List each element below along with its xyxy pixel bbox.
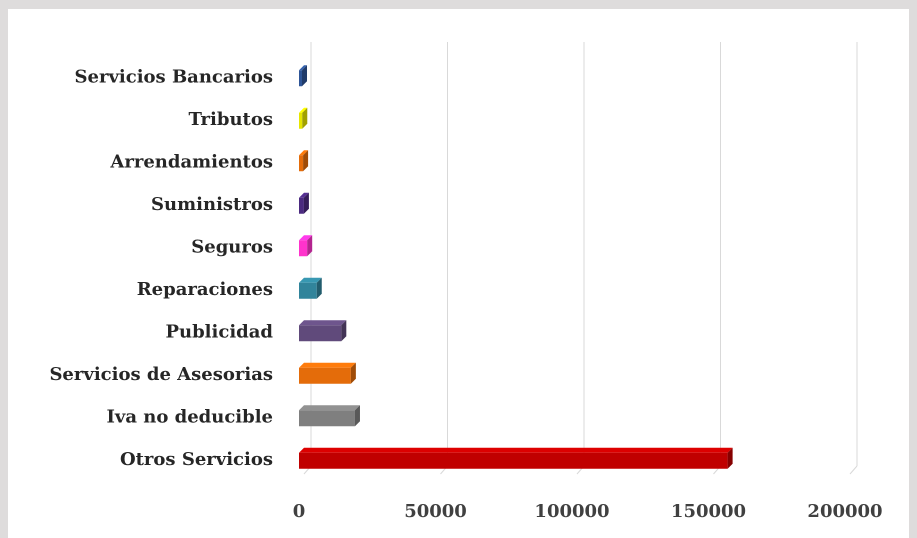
category-label: Iva no deducible — [106, 406, 273, 427]
gridlines — [303, 42, 858, 475]
x-tick-labels: 0 50000 100000 150000 200000 — [293, 501, 883, 522]
category-label: Reparaciones — [137, 279, 273, 300]
bar-3 — [299, 320, 347, 342]
x-tick-label: 0 — [293, 501, 306, 522]
bar-6 — [299, 192, 309, 214]
bar-4 — [299, 277, 322, 299]
x-tick-label: 150000 — [671, 501, 746, 522]
bar-0 — [299, 447, 733, 469]
bar-9 — [299, 65, 308, 87]
gridline-floor-4 — [849, 465, 858, 475]
category-label: Servicios Bancarios — [75, 66, 273, 87]
category-label: Publicidad — [165, 321, 273, 342]
x-tick-label: 200000 — [807, 501, 882, 522]
category-label: Arrendamientos — [109, 151, 273, 172]
category-label: Tributos — [188, 109, 273, 130]
category-label: Otros Servicios — [120, 449, 273, 470]
bar-1 — [299, 405, 360, 427]
bar-8 — [299, 107, 308, 129]
bars — [299, 65, 733, 469]
category-label: Seguros — [191, 236, 273, 257]
x-tick-label: 100000 — [534, 501, 609, 522]
category-labels: Otros Servicios Iva no deducible Servicios… — [49, 66, 273, 470]
x-tick-label: 50000 — [404, 501, 467, 522]
category-label: Servicios de Asesorias — [49, 364, 273, 385]
bar-5 — [299, 235, 313, 257]
bar-7 — [299, 150, 309, 172]
bar-2 — [299, 362, 356, 384]
category-label: Suministros — [151, 194, 273, 215]
